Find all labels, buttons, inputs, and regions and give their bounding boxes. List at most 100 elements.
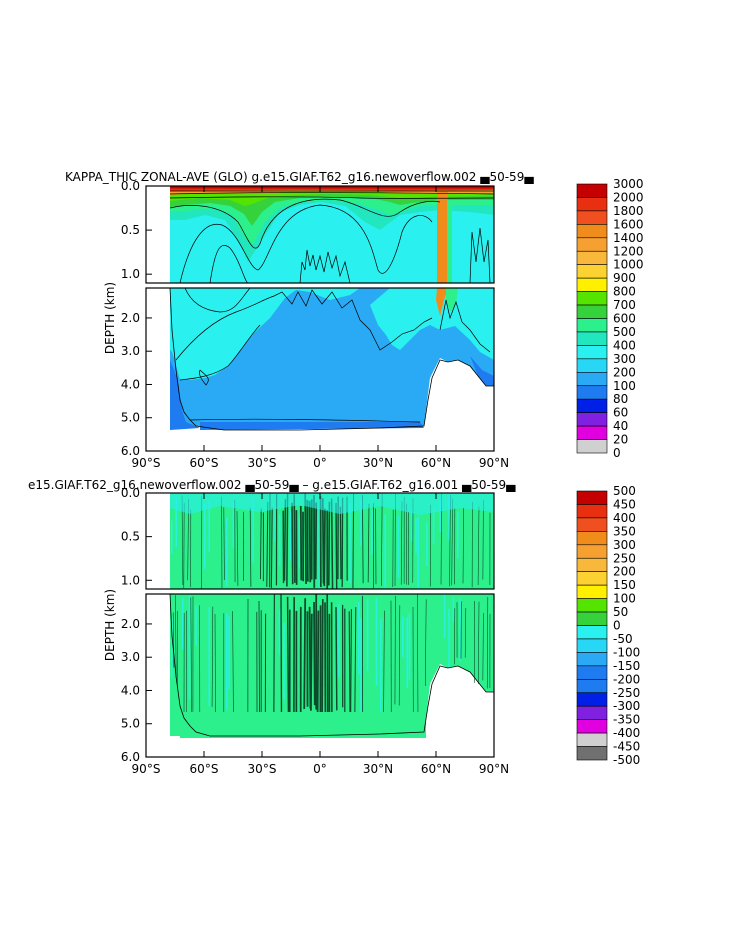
legend-label: -200 (613, 672, 640, 686)
x-tick-label: 60°S (190, 456, 219, 470)
chart-1-lower-field-5 (200, 422, 424, 430)
legend-swatch (577, 733, 607, 746)
legend-label: 1400 (613, 231, 644, 245)
legend-label: 0 (613, 619, 621, 633)
legend-swatch (577, 184, 607, 197)
contour-stripe (314, 602, 315, 705)
cyan-stripe (457, 512, 459, 559)
x-tick-label: 0° (313, 456, 327, 470)
legend-label: 1800 (613, 204, 644, 218)
cyan-stripe (279, 610, 281, 655)
legend-label: 200 (613, 565, 636, 579)
legend-label: 0 (613, 446, 621, 460)
chart-2-title: e15.GIAF.T62_g16.newoverflow.002 ▄50-59▄… (28, 478, 516, 492)
x-tick-label: 90°N (479, 456, 509, 470)
y-tick-label: 4.0 (121, 377, 140, 391)
chart-2-lower-bottom-band (180, 712, 426, 738)
contour-stripe (324, 509, 325, 586)
legend-swatch (577, 706, 607, 719)
legend-swatch (577, 319, 607, 332)
y-tick-label: 2.0 (121, 311, 140, 325)
cyan-stripe (459, 599, 461, 662)
chart-1-upper-panel (170, 186, 494, 283)
legend-swatch (577, 399, 607, 412)
y-tick-label: 0.0 (121, 486, 140, 500)
chart-1-lower-panel (170, 288, 494, 430)
cyan-stripe (433, 509, 435, 543)
contour-stripe (311, 614, 312, 711)
legend-label: -350 (613, 713, 640, 727)
contour-stripe (259, 601, 260, 725)
cyan-stripe (371, 510, 373, 555)
y-tick-label: 0.5 (121, 530, 140, 544)
legend-swatch (577, 292, 607, 305)
x-tick-label: 30°S (248, 762, 277, 776)
legend-swatch (577, 626, 607, 639)
legend-swatch (577, 599, 607, 612)
legend-label: 250 (613, 551, 636, 565)
legend-swatch (577, 693, 607, 706)
y-tick-label: 0.0 (121, 179, 140, 193)
cyan-stripe (318, 507, 320, 593)
y-tick-label: 1.0 (121, 267, 140, 281)
legend-label: -450 (613, 740, 640, 754)
legend-label: -300 (613, 699, 640, 713)
legend-swatch (577, 386, 607, 399)
legend-swatch (577, 265, 607, 278)
contour-stripe (336, 503, 337, 588)
chart-1-upper-column-1 (437, 190, 448, 283)
legend-label: 1200 (613, 244, 644, 258)
cyan-stripe (376, 598, 378, 686)
x-tick-label: 90°S (132, 762, 161, 776)
legend-label: 400 (613, 511, 636, 525)
chart-1-legend: 3000200018001600140012001000900800700600… (577, 177, 644, 460)
legend-label: 350 (613, 524, 636, 538)
legend-swatch (577, 679, 607, 692)
cyan-stripe (299, 518, 301, 568)
chart-2-legend: 500450400350300250200150100500-50-100-15… (577, 484, 640, 767)
cyan-stripe (349, 503, 351, 583)
contour-stripe (351, 609, 352, 714)
legend-swatch (577, 197, 607, 210)
y-tick-label: 4.0 (121, 683, 140, 697)
legend-swatch (577, 652, 607, 665)
legend-label: 100 (613, 379, 636, 393)
y-tick-label: 6.0 (121, 750, 140, 764)
cyan-stripe (444, 594, 446, 637)
legend-label: 20 (613, 433, 628, 447)
y-tick-label: 5.0 (121, 717, 140, 731)
legend-label: 150 (613, 578, 636, 592)
cyan-stripe (274, 510, 276, 541)
contour-stripe (287, 493, 288, 586)
legend-swatch (577, 305, 607, 318)
legend-swatch (577, 345, 607, 358)
cyan-stripe (402, 616, 404, 657)
cyan-stripe (338, 604, 340, 677)
legend-label: 700 (613, 298, 636, 312)
chart-1-upper-column-2 (447, 200, 452, 283)
legend-label: 2000 (613, 190, 644, 204)
legend-swatch (577, 278, 607, 291)
y-tick-label: 6.0 (121, 444, 140, 458)
cyan-stripe (358, 602, 360, 674)
cyan-stripe (283, 623, 285, 699)
legend-swatch (577, 612, 607, 625)
legend-label: 80 (613, 392, 628, 406)
x-tick-label: 90°N (479, 762, 509, 776)
legend-label: -150 (613, 659, 640, 673)
contour-stripe (304, 598, 305, 709)
legend-label: 40 (613, 419, 628, 433)
legend-swatch (577, 413, 607, 426)
legend-label: -50 (613, 632, 633, 646)
legend-label: 3000 (613, 177, 644, 191)
cyan-stripe (409, 613, 411, 680)
legend-swatch (577, 545, 607, 558)
contour-stripe (327, 595, 328, 715)
legend-label: 50 (613, 605, 628, 619)
contour-stripe (284, 499, 285, 581)
contour-stripe (310, 501, 311, 582)
cyan-stripe (406, 617, 408, 688)
legend-swatch (577, 491, 607, 504)
legend-label: 1600 (613, 217, 644, 231)
